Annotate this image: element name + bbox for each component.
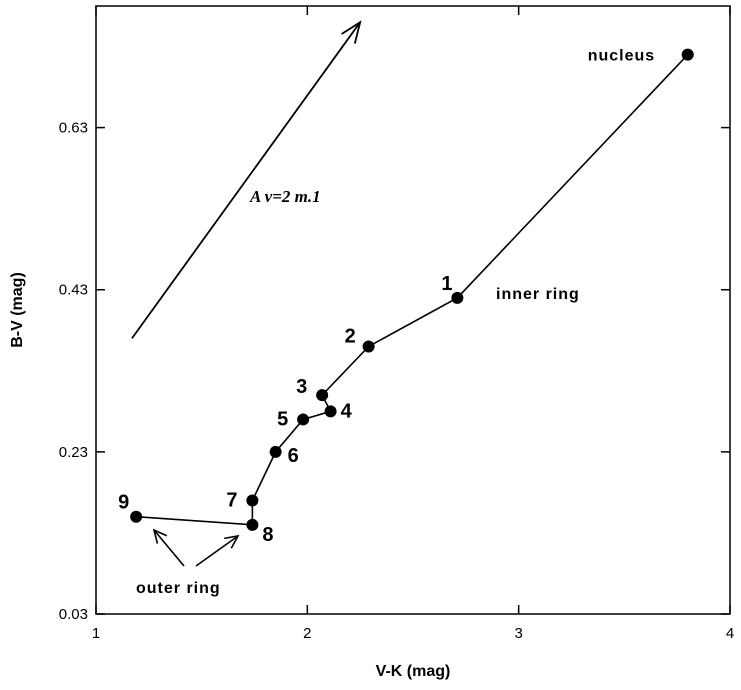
x-tick-label: 2 [303,625,311,642]
point-label: 6 [288,445,299,467]
data-point [324,405,337,418]
tick-marks [95,6,731,615]
y-tick-label: 0.63 [59,120,88,137]
y-tick-label: 0.03 [59,606,88,623]
vector-shaft [131,21,361,339]
data-point [316,389,329,402]
point-label: 3 [296,376,307,398]
data-point [362,340,375,353]
data-points: nucleus 1 2 3 4 56 7 8 9 [118,48,694,546]
reddening-vector: A v=2 m.1 [131,20,362,339]
point-label: 9 [118,492,129,514]
point-label: 2 [345,325,356,347]
series-line [136,54,689,526]
data-point [297,413,310,426]
point-label: 1 [441,273,452,295]
reddening-vector-label: A v=2 m.1 [249,187,321,206]
tick-labels: 1 2 3 4 0.03 0.23 0.43 0.63 [59,120,734,642]
point-label: 4 [341,400,353,422]
outer-ring-arrow-left [153,529,185,567]
x-axis-label: V-K (mag) [376,663,451,680]
x-tick-label: 3 [514,625,522,642]
data-point [269,445,282,458]
outer-ring-arrow-left-head [152,528,168,544]
vector-arrowhead [341,20,362,44]
y-tick-label: 0.23 [59,444,88,461]
outer-ring-arrow-right-head [224,534,240,549]
data-point [246,494,259,507]
x-tick-label: 1 [92,625,100,642]
plot-frame [95,5,731,615]
data-point [246,518,259,531]
outer-ring-label: outer ring [136,580,221,597]
data-point [451,291,464,304]
point-label: 8 [262,524,273,546]
outer-ring-arrow-right [195,535,239,567]
data-point [681,48,694,61]
point-label: 5 [277,408,288,430]
y-axis-label: B-V (mag) [9,272,26,348]
point-label: nucleus [588,48,655,65]
y-tick-label: 0.43 [59,282,88,299]
point-label: 7 [226,490,237,512]
x-tick-label: 4 [726,625,734,642]
data-point [130,510,143,523]
annotations: inner ring outer ring [136,286,580,597]
inner-ring-label: inner ring [496,286,580,303]
